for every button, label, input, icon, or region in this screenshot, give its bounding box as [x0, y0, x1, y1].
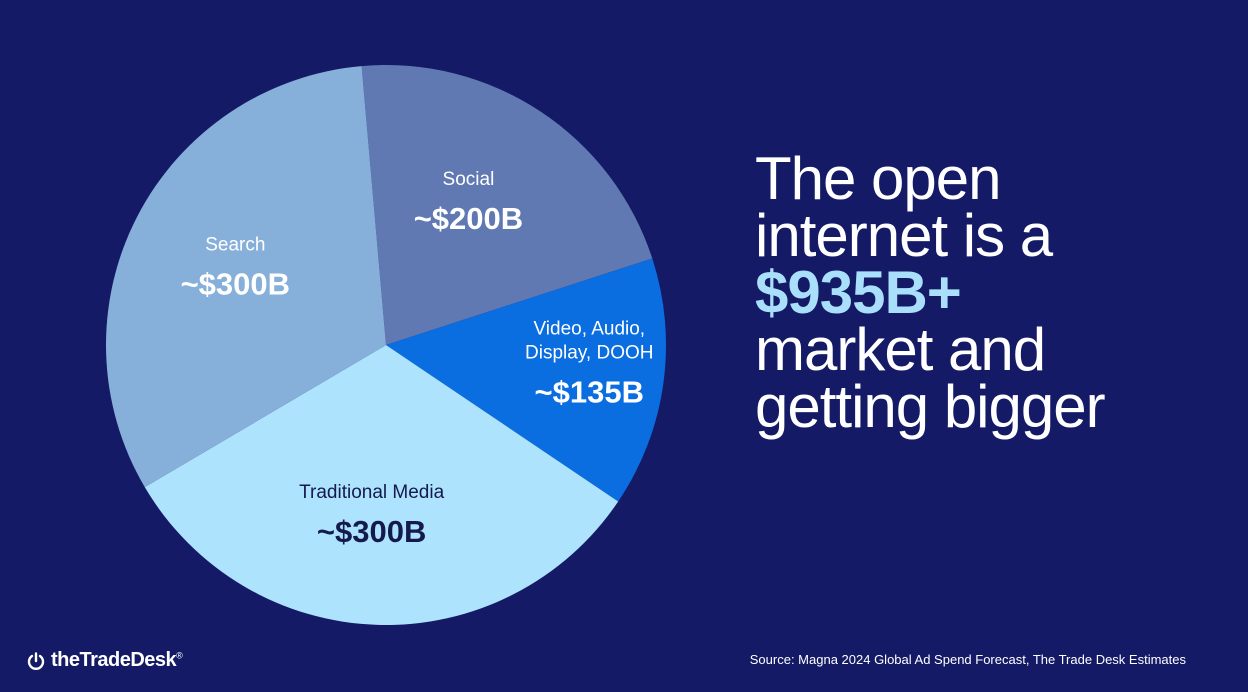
- slice-label-video-audio-display-dooh-line-2: Display, DOOH: [525, 342, 653, 363]
- brand-logo: theTradeDesk®: [27, 649, 183, 672]
- pie-slice-video-audio-display-dooh: [386, 258, 667, 502]
- headline: The open internet is a $935B+ market and…: [755, 145, 1106, 440]
- pie-slice-social: [361, 65, 653, 345]
- headline-line-5: getting bigger: [755, 373, 1106, 440]
- slice-label-social: Social: [443, 169, 495, 190]
- headline-line-1: The open: [755, 145, 1002, 212]
- slice-value-social: ~$200B: [414, 201, 523, 236]
- headline-line-2: internet is a: [755, 202, 1053, 269]
- slice-value-video-audio-display-dooh: ~$135B: [535, 374, 644, 409]
- pie-slice-traditional-media: [144, 345, 619, 626]
- slice-label-traditional-media: Traditional Media: [299, 482, 444, 503]
- source-note: Source: Magna 2024 Global Ad Spend Forec…: [749, 652, 1186, 667]
- registered-mark: ®: [176, 650, 183, 661]
- power-icon: [27, 651, 45, 670]
- headline-line-4: market and: [755, 316, 1046, 383]
- brand-name: theTradeDesk: [51, 649, 177, 671]
- slice-label-video-audio-display-dooh-line-1: Video, Audio,: [533, 318, 645, 339]
- slice-label-search: Search: [205, 235, 265, 256]
- pie-slice-search: [106, 66, 386, 488]
- slice-value-search: ~$300B: [181, 267, 290, 302]
- headline-highlight: $935B+: [755, 259, 962, 326]
- slice-value-traditional-media: ~$300B: [317, 514, 426, 549]
